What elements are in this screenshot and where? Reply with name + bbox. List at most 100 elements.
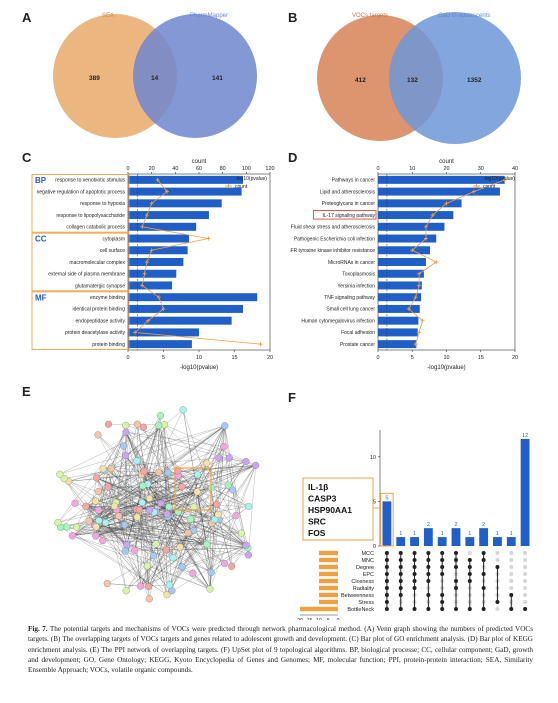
y-tick-label: 5 [373, 499, 376, 505]
matrix-dot-inactive [509, 565, 514, 569]
network-edge [171, 425, 226, 591]
network-node [157, 499, 165, 507]
network-node [150, 552, 158, 560]
bottom-tick-label: 10 [196, 355, 202, 361]
y-tick-label: 0 [373, 544, 376, 550]
network-node [190, 503, 198, 511]
panel-label-a: A [22, 10, 32, 25]
network-edge [125, 432, 170, 507]
network-edge [68, 470, 108, 482]
bottom-tick-label: 5 [411, 355, 414, 361]
count-point [444, 201, 449, 206]
bar [378, 316, 419, 325]
bar [128, 222, 197, 231]
intersection-value: 12 [522, 433, 528, 439]
intersection-bar [396, 537, 406, 546]
network-edge [111, 466, 246, 546]
intersection-value: 2 [482, 522, 485, 528]
count-point [420, 318, 425, 323]
network-node [99, 536, 107, 545]
count-point [155, 177, 160, 182]
network-node [184, 529, 192, 537]
network-edge [111, 466, 145, 472]
gene-label: CASP3 [308, 494, 337, 504]
network-edge [72, 470, 179, 536]
category-label: Fluid shear stress and atherosclerosis [291, 225, 376, 231]
network-highlight-box [174, 467, 212, 511]
network-node [178, 483, 186, 491]
network-edge [96, 455, 126, 527]
network-node [146, 506, 154, 514]
matrix-dot-inactive [523, 572, 528, 576]
category-label: Yersinia infection [337, 283, 375, 289]
network-edge [136, 424, 138, 461]
count-point [149, 248, 154, 253]
legend-swatch-count [473, 184, 480, 188]
count-point [165, 189, 170, 194]
network-edge [125, 432, 211, 590]
count-point [434, 260, 439, 264]
matrix-dot-inactive [523, 600, 528, 604]
network-edge [96, 526, 149, 587]
network-node [214, 510, 222, 518]
network-edge [118, 463, 207, 517]
bar [378, 328, 418, 337]
top-axis-title: count [439, 159, 454, 165]
category-label: external side of plasma membrane [48, 272, 125, 278]
network-node [169, 554, 177, 562]
bar [378, 281, 422, 290]
matrix-dot-inactive [523, 579, 528, 583]
bar [378, 258, 426, 266]
network-node [63, 523, 71, 531]
count-point [430, 213, 435, 218]
network-edge [197, 491, 249, 507]
network-node [225, 454, 233, 462]
count-point [140, 224, 145, 229]
network-node [163, 510, 171, 518]
network-edge [147, 483, 249, 548]
category-label: negative regulation of apoptotic process [37, 189, 126, 195]
matrix-dot-inactive [467, 551, 472, 555]
network-edge [107, 583, 141, 587]
network-edge [206, 544, 225, 564]
set-name: Radiality [353, 586, 374, 592]
network-node [121, 547, 129, 555]
legend-label-pvalue: -log10(pvalue) [483, 176, 515, 182]
network-node [189, 569, 197, 577]
intersection-value: 1 [510, 531, 513, 537]
venn-a-left-count: 389 [89, 75, 100, 82]
network-edge [166, 465, 256, 595]
set-name: MCC [361, 551, 374, 557]
network-edge [143, 472, 225, 564]
intersection-value: 5 [385, 495, 388, 501]
bar [128, 211, 209, 220]
network-node [138, 499, 146, 507]
count-point [417, 330, 422, 335]
network-edge [85, 506, 242, 534]
network-node [165, 581, 173, 589]
network-node [242, 541, 250, 549]
venn-diagram-b: VOCs targets GaD in adolescents 412 132 … [317, 12, 521, 144]
network-node [93, 474, 101, 482]
network-edge [107, 424, 165, 471]
network-node [102, 519, 110, 527]
network-node [178, 563, 186, 571]
highlight-box [312, 210, 377, 220]
set-size-bar [319, 571, 338, 577]
network-edge [158, 424, 165, 473]
category-label: collagen catabolic process [66, 225, 125, 231]
bar [128, 175, 244, 184]
network-node [133, 420, 142, 428]
panel-label-e: E [22, 384, 31, 399]
network-node [165, 503, 173, 511]
intersection-bar [382, 501, 392, 546]
network-node [103, 580, 111, 588]
network-node [229, 486, 237, 494]
network-edge [115, 472, 159, 503]
intersection-value: 1 [468, 531, 471, 537]
set-size-bar [319, 557, 338, 563]
network-edge [95, 519, 215, 537]
category-label: IL-17 signaling pathway [322, 213, 375, 219]
matrix-dot-active [523, 607, 528, 611]
bottom-tick-label: 15 [231, 355, 237, 361]
